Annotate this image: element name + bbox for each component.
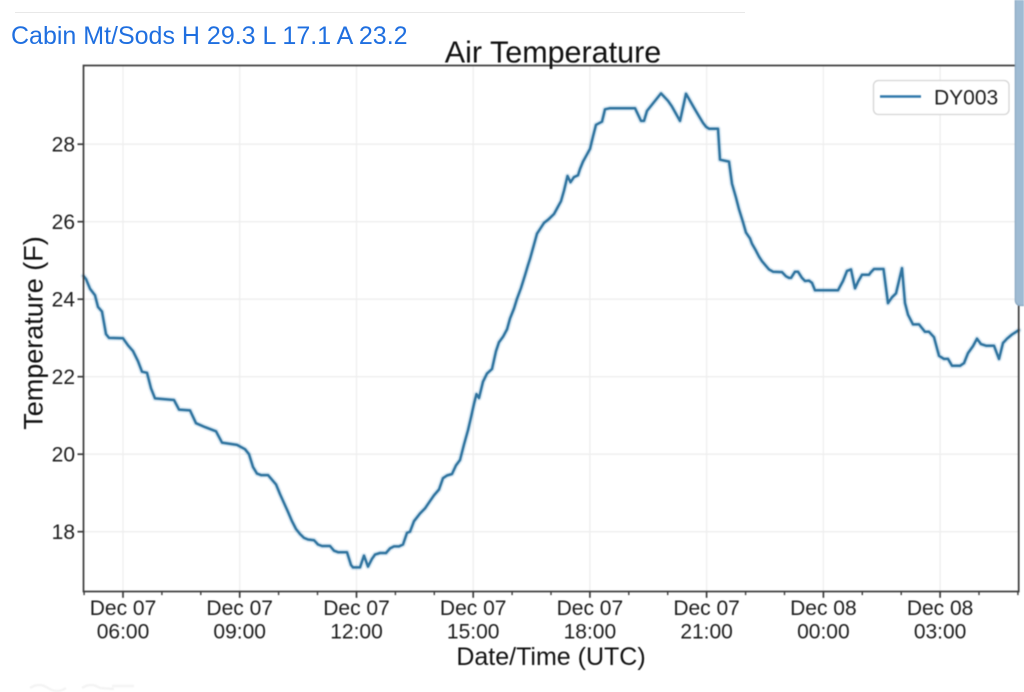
- svg-text:Air Temperature: Air Temperature: [445, 36, 661, 70]
- svg-text:26: 26: [52, 211, 75, 234]
- svg-text:15:00: 15:00: [447, 620, 500, 643]
- svg-text:18: 18: [52, 521, 75, 544]
- svg-text:Dec 08: Dec 08: [790, 597, 857, 620]
- svg-text:Dec 07: Dec 07: [323, 597, 390, 620]
- svg-text:24: 24: [52, 289, 76, 312]
- svg-text:Dec 07: Dec 07: [90, 597, 157, 620]
- svg-text:12:00: 12:00: [330, 620, 383, 643]
- svg-text:Dec 07: Dec 07: [673, 597, 740, 620]
- svg-text:22: 22: [52, 366, 75, 389]
- svg-text:Dec 07: Dec 07: [557, 597, 624, 620]
- svg-text:06:00: 06:00: [97, 620, 150, 643]
- svg-text:28: 28: [52, 134, 75, 157]
- svg-text:DY003: DY003: [934, 86, 998, 109]
- svg-text:Dec 08: Dec 08: [907, 597, 974, 620]
- svg-text:03:00: 03:00: [914, 620, 967, 643]
- svg-text:Date/Time (UTC): Date/Time (UTC): [456, 643, 645, 671]
- svg-text:00:00: 00:00: [797, 620, 850, 643]
- svg-text:21:00: 21:00: [680, 620, 733, 643]
- svg-text:20: 20: [52, 444, 75, 467]
- svg-text:Dec 07: Dec 07: [206, 597, 273, 620]
- svg-text:09:00: 09:00: [213, 620, 266, 643]
- svg-text:18:00: 18:00: [564, 620, 617, 643]
- svg-text:Temperature (F): Temperature (F): [19, 236, 49, 430]
- svg-text:Dec 07: Dec 07: [440, 597, 507, 620]
